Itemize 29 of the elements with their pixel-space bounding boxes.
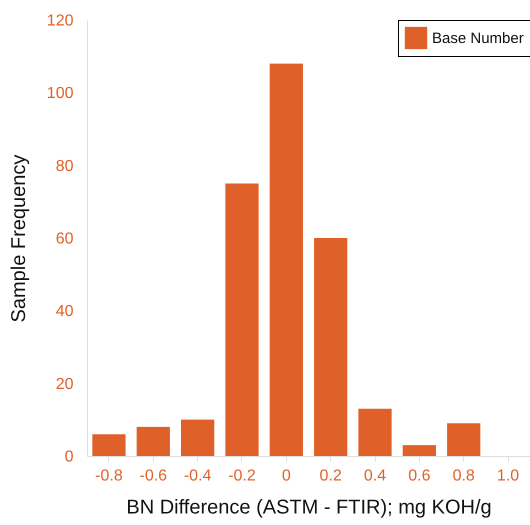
y-tick-label: 120 <box>46 12 74 30</box>
y-tick-label: 60 <box>56 230 74 248</box>
y-tick-label: 80 <box>56 158 74 175</box>
y-tick-label: 0 <box>64 448 74 466</box>
x-tick-label: -0.8 <box>95 468 123 484</box>
legend-label: Base Number <box>432 30 524 47</box>
y-axis-title: Sample Frequency <box>8 154 30 322</box>
x-tick-label: 0.2 <box>320 468 342 484</box>
x-tick-label: 0.8 <box>452 468 475 484</box>
x-axis-title: BN Difference (ASTM - FTIR); mg KOH/g <box>126 496 492 518</box>
bar <box>136 426 170 456</box>
x-tick-label: 0 <box>282 468 291 484</box>
y-tick-label: 40 <box>56 303 74 320</box>
y-tick-label: 100 <box>46 85 74 102</box>
x-tick-label: -0.4 <box>184 468 212 484</box>
bar <box>447 423 480 456</box>
x-tick-label: -0.6 <box>140 468 168 484</box>
bar <box>225 184 259 456</box>
bar <box>358 408 392 456</box>
bar <box>181 420 214 456</box>
bar <box>314 238 348 456</box>
bar <box>402 445 436 456</box>
y-tick-label: 20 <box>56 376 74 393</box>
bar <box>92 434 126 456</box>
bar <box>270 64 303 456</box>
x-tick-label: 0.4 <box>364 468 386 484</box>
x-tick-label: -0.2 <box>228 468 256 484</box>
x-tick-label: 1.0 <box>496 468 520 484</box>
x-tick-label: 0.6 <box>408 468 431 484</box>
